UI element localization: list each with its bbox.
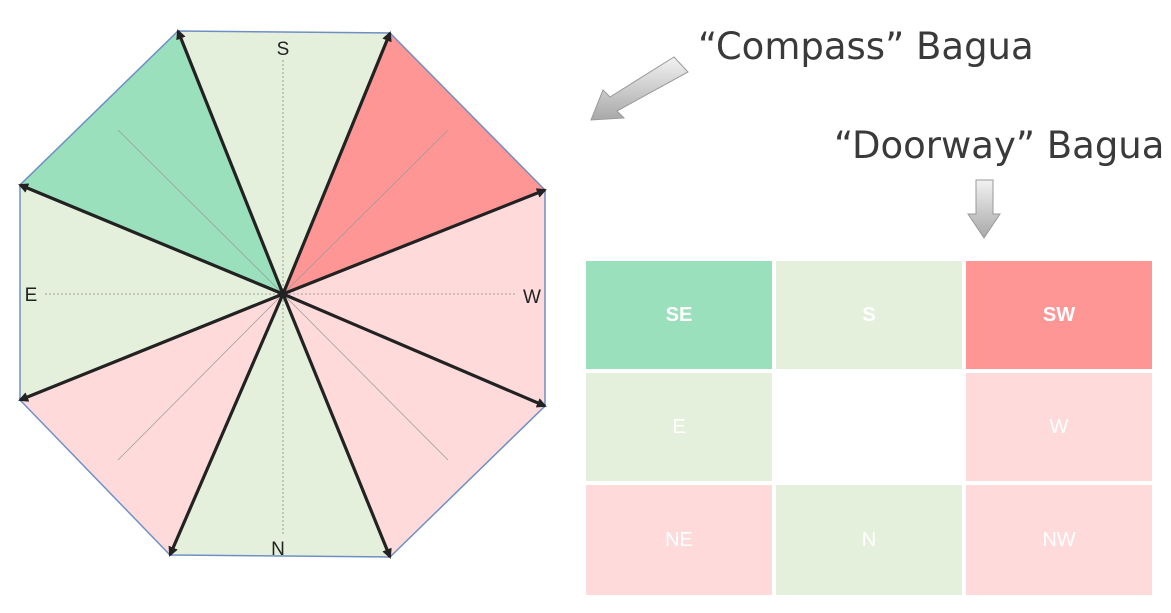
spoke-arrow-4: [281, 293, 392, 559]
sector-e: [20, 185, 283, 400]
grid-cell-nw: NW: [964, 483, 1154, 597]
grid-cell-center: [774, 371, 964, 483]
grid-cell-w: W: [964, 371, 1154, 483]
grid-cell-ne: NE: [584, 483, 774, 597]
grid-cell-sw: SW: [964, 259, 1154, 371]
guide-line-ne: [117, 293, 284, 461]
doorway-bagua-grid: SE S SW E W NE N NW: [584, 259, 1154, 597]
compass-label-s: S: [277, 39, 290, 60]
sector-w: [283, 190, 545, 406]
compass-label-n: N: [271, 539, 285, 560]
guide-line-nw: [282, 293, 449, 461]
sector-n: [170, 294, 390, 557]
guide-line-se: [117, 129, 284, 295]
spoke-arrow-1: [281, 31, 392, 295]
spoke-arrow-3: [282, 292, 547, 408]
grid-cell-n: N: [774, 483, 964, 597]
spoke-arrow-2: [282, 188, 547, 296]
spoke-arrow-5: [168, 293, 285, 557]
compass-label-w: W: [523, 287, 541, 308]
sector-s: [178, 31, 390, 294]
doorway-bagua-title: “Doorway” Bagua: [834, 124, 1165, 167]
guide-line-sw: [282, 129, 449, 295]
grid-cell-e: E: [584, 371, 774, 483]
grid-cell-se: SE: [584, 259, 774, 371]
compass-bagua-title: “Compass” Bagua: [698, 25, 1034, 68]
compass-label-e: E: [25, 285, 38, 306]
grid-cell-s: S: [774, 259, 964, 371]
spoke-arrow-0: [176, 29, 285, 295]
spoke-arrow-7: [18, 183, 284, 296]
spoke-arrow-6: [18, 292, 284, 402]
pointer-arrow-compass: [590, 56, 689, 121]
sector-ne: [20, 294, 283, 555]
pointer-arrow-doorway: [967, 179, 1001, 239]
